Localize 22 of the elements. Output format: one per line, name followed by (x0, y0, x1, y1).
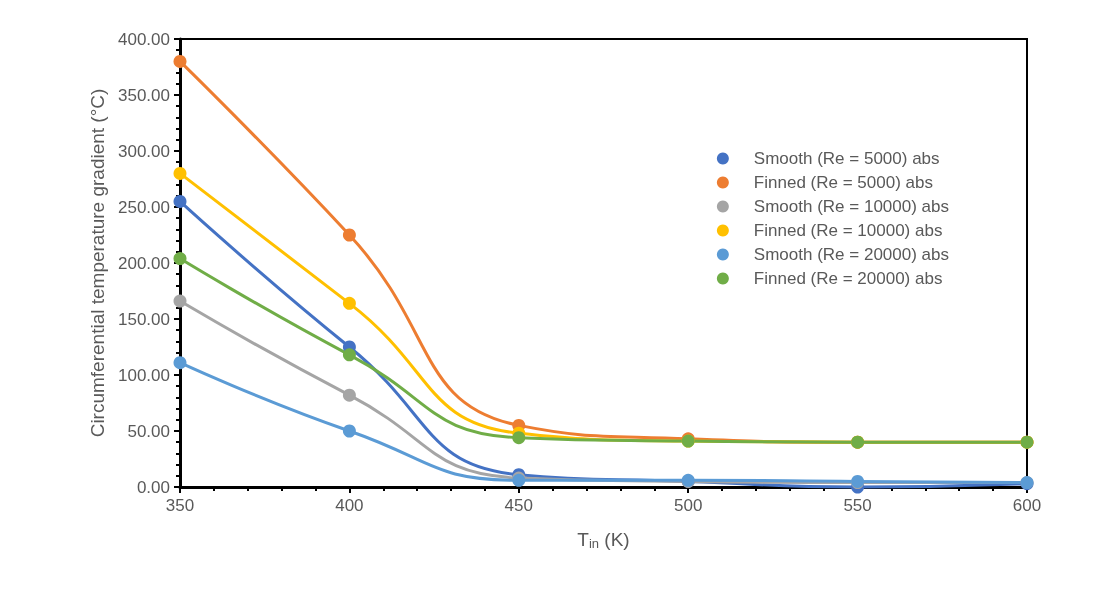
x-tick-label: 550 (843, 496, 872, 515)
y-tick-label: 300.00 (118, 141, 170, 161)
y-tick-label: 200.00 (118, 253, 170, 273)
y-axis-title: Circumferential temperature gradient (°C) (87, 88, 109, 438)
y-tick-label: 50.00 (127, 421, 170, 441)
legend-label: Finned (Re = 20000) abs (753, 269, 943, 288)
x-tick-label: 400 (335, 496, 364, 515)
legend-label: Smooth (Re = 10000) abs (753, 197, 950, 216)
legend-label: Finned (Re = 10000) abs (753, 221, 943, 240)
legend-label: Smooth (Re = 20000) abs (753, 245, 950, 264)
legend-label: Smooth (Re = 5000) abs (753, 149, 940, 168)
x-tick-label: 350 (165, 496, 195, 515)
y-tick-label: 150.00 (118, 309, 170, 329)
y-tick-label: 0.00 (136, 477, 170, 497)
x-tick-label: 450 (504, 496, 533, 515)
y-tick-label: 400.00 (118, 29, 170, 49)
legend-label: Finned (Re = 5000) abs (753, 173, 933, 192)
y-tick-label: 250.00 (118, 197, 170, 217)
y-tick-label: 100.00 (118, 365, 170, 385)
x-tick-label: 600 (1012, 496, 1042, 515)
y-tick-label: 350.00 (118, 85, 170, 105)
x-tick-label: 500 (674, 496, 703, 515)
